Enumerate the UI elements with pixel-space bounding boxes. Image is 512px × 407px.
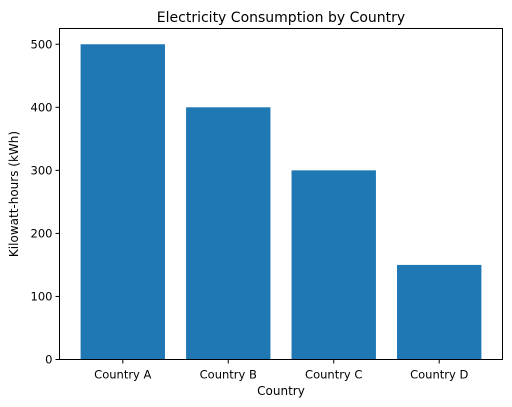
x-axis-label: Country [257, 384, 305, 398]
y-tick-label: 200 [31, 226, 53, 240]
y-axis-ticks: 0 100 200 300 400 500 [31, 37, 60, 367]
bar [186, 107, 271, 360]
bar [80, 44, 165, 360]
y-axis-label: Kilowatt-hours (kWh) [7, 131, 21, 257]
x-tick-label: Country D [410, 368, 468, 382]
x-axis-ticks: Country A Country B Country C Country D [94, 359, 468, 382]
bar [397, 264, 482, 360]
y-tick-label: 500 [31, 37, 53, 51]
x-tick-label: Country C [305, 368, 362, 382]
x-tick-label: Country B [200, 368, 257, 382]
plot-frame [59, 28, 503, 360]
x-tick-label: Country A [94, 368, 151, 382]
chart-title: Electricity Consumption by Country [157, 10, 405, 26]
y-tick-label: 400 [31, 100, 53, 114]
y-tick-label: 100 [31, 289, 53, 303]
y-tick-label: 300 [31, 163, 53, 177]
y-tick-label: 0 [45, 353, 52, 367]
bar [291, 170, 376, 360]
bars-group [80, 44, 482, 360]
